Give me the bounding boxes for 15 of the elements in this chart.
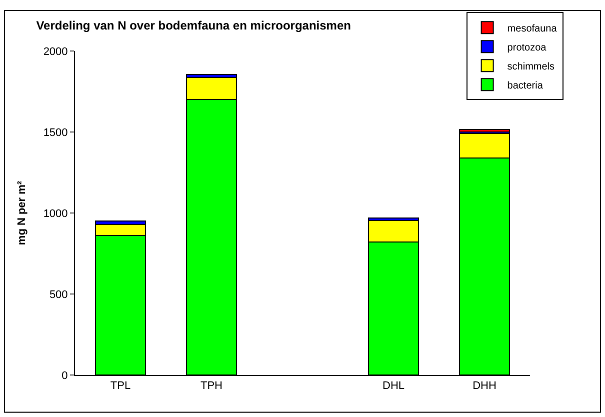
- chart-title: Verdeling van N over bodemfauna en microorganismen: [36, 18, 351, 32]
- y-tick-label: 1000: [43, 208, 68, 220]
- y-tick-label: 500: [49, 288, 68, 301]
- x-tick-label: TPH: [200, 380, 223, 392]
- y-axis-title: mg N per m²: [16, 180, 28, 246]
- legend-label: schimmels: [507, 62, 555, 73]
- y-tick-label: 0: [62, 370, 68, 382]
- x-tick-label: TPL: [110, 380, 131, 392]
- legend-label: mesofauna: [507, 24, 558, 35]
- x-tick-label: DHL: [382, 380, 405, 392]
- x-tick-label: DHH: [472, 380, 496, 392]
- legend-label: protozoa: [507, 42, 547, 54]
- y-tick-label: 2000: [43, 46, 68, 58]
- legend-label: bacteria: [507, 80, 544, 92]
- y-tick-label: 1500: [43, 126, 68, 139]
